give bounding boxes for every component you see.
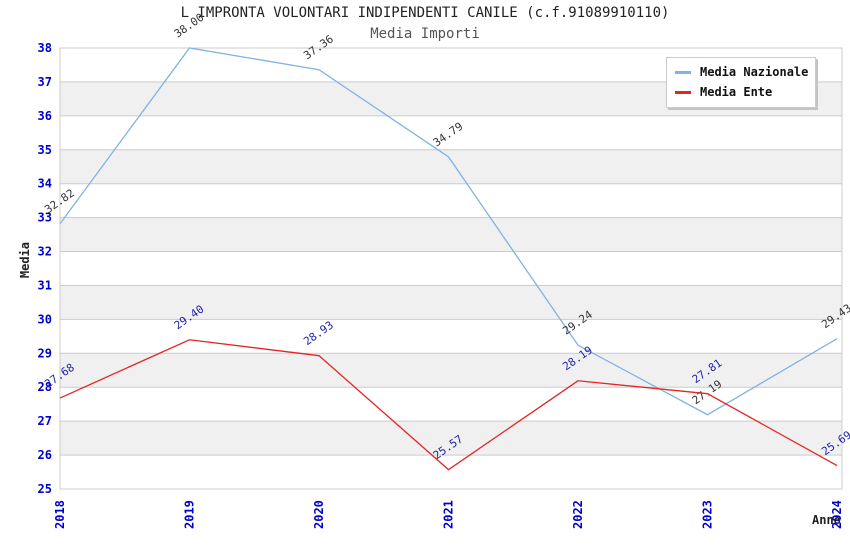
chart-subtitle: Media Importi — [370, 26, 480, 42]
svg-text:25: 25 — [38, 482, 52, 496]
point-label: 37.36 — [301, 33, 336, 63]
media-nazionale-line-swatch — [675, 70, 691, 74]
legend-label: Media Nazionale — [700, 65, 809, 79]
point-label: 28.93 — [301, 318, 336, 348]
svg-text:34: 34 — [38, 177, 52, 191]
legend-item-media-ente: Media Ente — [667, 82, 815, 102]
svg-text:30: 30 — [38, 312, 52, 326]
svg-text:2020: 2020 — [312, 500, 326, 529]
chart-title: L IMPRONTA VOLONTARI INDIPENDENTI CANILE… — [180, 5, 670, 21]
svg-text:2021: 2021 — [442, 500, 456, 529]
svg-text:33: 33 — [38, 211, 52, 225]
svg-text:36: 36 — [38, 109, 52, 123]
svg-text:28: 28 — [38, 380, 52, 394]
point-label: 34.79 — [431, 120, 466, 150]
svg-text:35: 35 — [38, 143, 52, 157]
svg-text:2022: 2022 — [571, 500, 585, 529]
media-ente-line-swatch — [675, 90, 691, 94]
svg-text:2023: 2023 — [701, 500, 715, 529]
x-axis-title: Anno — [812, 513, 841, 527]
svg-text:37: 37 — [38, 75, 52, 89]
y-axis-title: Media — [18, 242, 32, 279]
svg-text:29: 29 — [38, 346, 52, 360]
svg-text:27: 27 — [38, 414, 52, 428]
svg-text:32: 32 — [38, 245, 52, 259]
legend-item-media-nazionale: Media Nazionale — [667, 62, 815, 82]
svg-text:2018: 2018 — [53, 500, 67, 529]
legend-label: Media Ente — [700, 85, 773, 99]
svg-text:2019: 2019 — [183, 500, 197, 529]
svg-text:31: 31 — [38, 278, 52, 292]
svg-text:2024: 2024 — [830, 500, 844, 529]
svg-text:26: 26 — [38, 448, 52, 462]
legend: Media Nazionale Media Ente — [666, 57, 816, 108]
svg-text:38: 38 — [38, 41, 52, 55]
point-label: 38.00 — [172, 11, 207, 41]
